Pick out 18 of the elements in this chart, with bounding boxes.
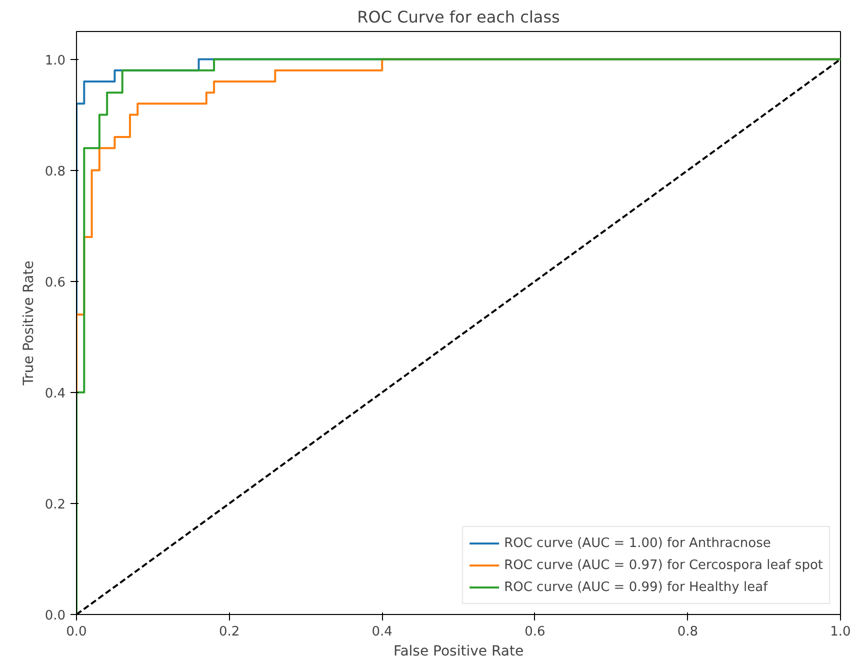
y-tick-label: 0.6	[44, 275, 66, 290]
chart-title: ROC Curve for each class	[357, 8, 560, 26]
x-tick-label: 0.2	[218, 624, 240, 640]
y-tick-label: 0.4	[44, 386, 66, 402]
legend-label: ROC curve (AUC = 0.97) for Cercospora leaf spot	[504, 558, 823, 572]
x-tick-label: 0.4	[372, 624, 392, 640]
x-tick-label: 1.0	[830, 624, 851, 640]
y-tick-label: 0.2	[44, 497, 66, 512]
x-axis-title: False Positive Rate	[393, 644, 524, 660]
legend-label: ROC curve (AUC = 1.00) for Anthracnose	[504, 536, 771, 550]
x-tick-label: 0.0	[66, 624, 87, 640]
x-tick-label: 0.8	[677, 624, 698, 640]
y-axis-title: True Positive Rate	[20, 260, 37, 386]
x-tick-label: 0.6	[524, 624, 546, 640]
y-tick-label: 0.0	[44, 608, 66, 624]
legend-label: ROC curve (AUC = 0.99) for Healthy leaf	[504, 580, 768, 594]
y-tick-label: 0.8	[44, 164, 66, 180]
y-tick-label: 1.0	[44, 53, 66, 68]
